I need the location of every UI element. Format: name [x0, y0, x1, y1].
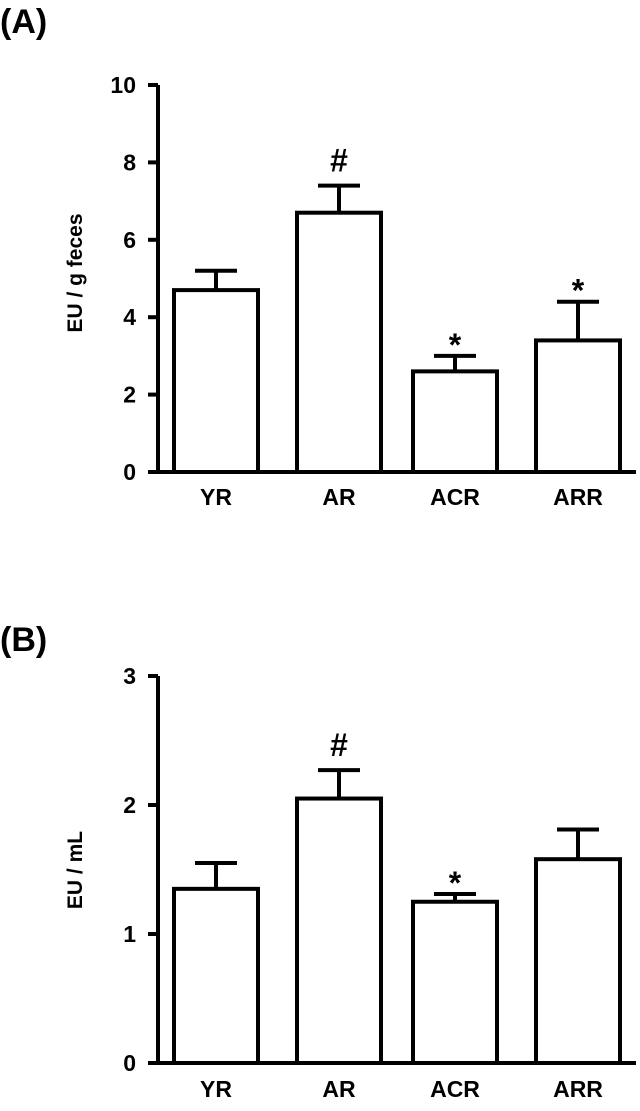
- panel-b-bar-ar: [295, 796, 383, 1065]
- panel-b-y-axis-label: EU / mL: [64, 831, 87, 909]
- panel-a-x-tick-label: ARR: [553, 484, 603, 510]
- panel-b-bar-yr: [172, 886, 260, 1065]
- panel-b-x-tick-label: YR: [200, 1076, 232, 1102]
- panel-a-significance-mark: #: [330, 143, 348, 179]
- panel-b-y-tick-label: 3: [123, 663, 136, 689]
- panel-a-significance-mark: *: [572, 273, 585, 309]
- panel-b-y-tick-label: 1: [123, 921, 136, 947]
- panel-a-y-tick-label: 4: [123, 304, 136, 330]
- panel-b-x-tick-label: AR: [322, 1076, 356, 1102]
- panel-a-bar-arr: [534, 338, 622, 475]
- panel-b-y-tick-label: 0: [123, 1050, 136, 1076]
- panel-a-bar-ar: [295, 210, 383, 475]
- panel-b-significance-mark: #: [330, 727, 348, 763]
- panel-a-bar-acr: [411, 369, 499, 475]
- panel-a-x-tick-label: ACR: [430, 484, 480, 510]
- panel-a-y-tick-label: 2: [123, 382, 136, 408]
- panel-b-x-tick-label: ACR: [430, 1076, 480, 1102]
- panel-b: (B) EU / mL 0 1 2 3 YR # AR * ACR ARR: [0, 621, 636, 1102]
- panel-b-label: (B): [0, 621, 47, 659]
- panel-a-y-tick-label: 0: [123, 459, 136, 485]
- panel-a-significance-mark: *: [449, 327, 462, 363]
- panel-a-y-tick-label: 6: [123, 227, 136, 253]
- panel-a: (A) EU / g feces 0 2 4 6 8 10 YR # AR * ACR * ARR: [0, 3, 636, 510]
- panel-b-x-tick-label: ARR: [553, 1076, 603, 1102]
- panel-a-label: (A): [0, 3, 47, 41]
- panel-a-y-tick-label: 10: [110, 72, 136, 98]
- panel-b-y-tick-label: 2: [123, 792, 136, 818]
- panel-b-significance-mark: *: [449, 865, 462, 901]
- panel-b-bar-acr: [411, 899, 499, 1065]
- panel-b-bar-arr: [534, 857, 622, 1065]
- panel-a-y-axis-label: EU / g feces: [64, 213, 87, 332]
- panel-a-x-tick-label: AR: [322, 484, 356, 510]
- panel-a-x-tick-label: YR: [200, 484, 232, 510]
- panel-a-bar-yr: [172, 288, 260, 474]
- panel-a-y-tick-label: 8: [123, 149, 136, 175]
